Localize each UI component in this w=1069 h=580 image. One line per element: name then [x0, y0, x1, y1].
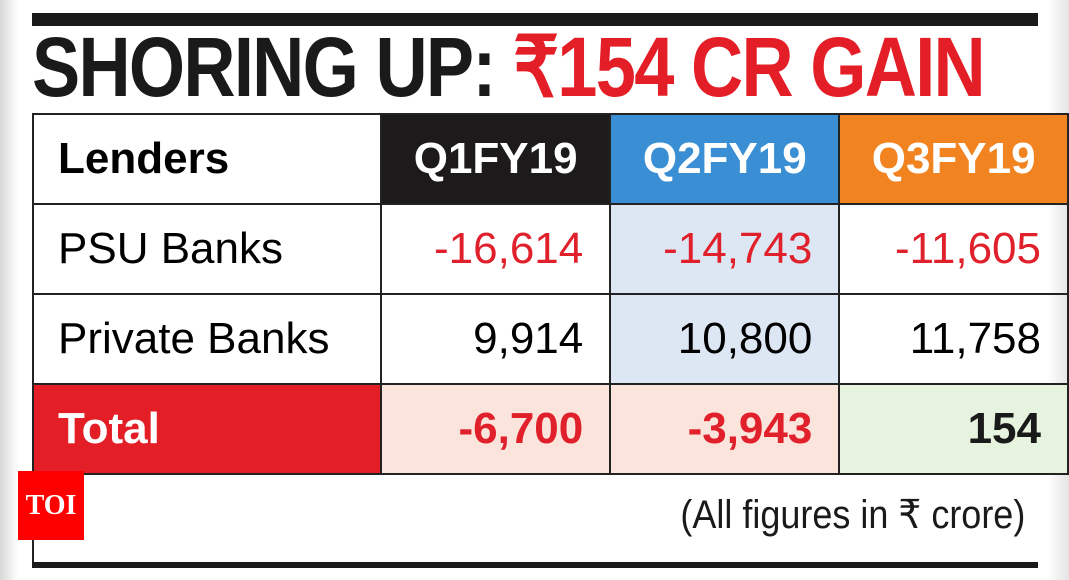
header-q2: Q2FY19 [609, 113, 841, 205]
cell-value: -11,605 [838, 203, 1069, 295]
header-lenders: Lenders [31, 113, 383, 205]
headline: SHORING UP: ₹154 CR GAIN [32, 24, 986, 110]
headline-prefix: SHORING UP: [32, 20, 514, 114]
units-note: (All figures in ₹ crore) [680, 493, 1025, 537]
total-value: 154 [838, 383, 1069, 475]
top-rule [32, 13, 1038, 26]
total-value: -3,943 [609, 383, 841, 475]
row-label: Private Banks [31, 293, 383, 385]
cell-value: -14,743 [609, 203, 841, 295]
cell-value: 9,914 [380, 293, 612, 385]
headline-highlight: ₹154 CR GAIN [513, 20, 986, 114]
header-row: Lenders Q1FY19 Q2FY19 Q3FY19 [31, 113, 1069, 205]
left-shadow [0, 0, 18, 580]
cell-value: 11,758 [838, 293, 1069, 385]
lenders-table: Lenders Q1FY19 Q2FY19 Q3FY19 PSU Banks -… [31, 113, 1069, 475]
total-label: Total [31, 383, 383, 475]
header-q3: Q3FY19 [838, 113, 1069, 205]
total-row: Total -6,700 -3,943 154 [31, 383, 1069, 475]
bottom-rule [32, 562, 1038, 568]
total-value: -6,700 [380, 383, 612, 475]
row-label: PSU Banks [31, 203, 383, 295]
table-row: PSU Banks -16,614 -14,743 -11,605 [31, 203, 1069, 295]
toi-logo: TOI [18, 471, 84, 540]
header-q1: Q1FY19 [380, 113, 612, 205]
table-row: Private Banks 9,914 10,800 11,758 [31, 293, 1069, 385]
cell-value: 10,800 [609, 293, 841, 385]
cell-value: -16,614 [380, 203, 612, 295]
